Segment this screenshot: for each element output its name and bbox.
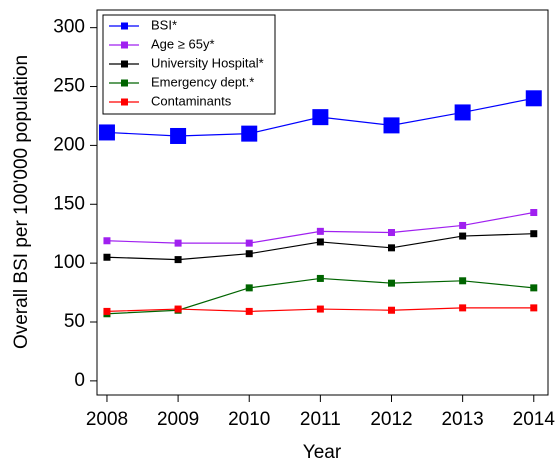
x-tick-label: 2012 [370, 409, 412, 430]
data-point [245, 239, 253, 247]
data-point [103, 253, 111, 261]
data-point [174, 239, 182, 247]
data-point [459, 277, 467, 285]
data-point [388, 306, 396, 314]
plot-frame [96, 9, 549, 396]
data-point [170, 127, 187, 144]
data-point [103, 237, 111, 245]
legend-marker [121, 98, 128, 106]
data-point [316, 274, 324, 282]
x-tick-label: 2010 [228, 409, 270, 430]
series-line [106, 233, 534, 261]
legend-label: Contaminants [151, 93, 232, 108]
x-axis-title: Year [303, 442, 342, 463]
data-point [388, 244, 396, 252]
data-point [525, 90, 542, 107]
legend-marker [121, 41, 128, 49]
data-point [459, 232, 467, 240]
data-point [530, 304, 538, 312]
data-point [103, 307, 111, 315]
data-point [316, 227, 324, 235]
data-point [388, 229, 396, 237]
data-point [530, 230, 538, 238]
data-point [312, 109, 329, 126]
legend-label: Age ≥ 65y* [151, 36, 215, 51]
y-tick-label: 200 [53, 134, 85, 155]
legend-label: BSI* [151, 17, 177, 32]
x-tick-label: 2013 [441, 409, 483, 430]
legend-marker [121, 22, 128, 30]
x-tick-label: 2014 [513, 409, 556, 430]
data-point [174, 256, 182, 264]
y-tick-label: 250 [53, 76, 85, 97]
y-tick-label: 50 [64, 311, 85, 332]
legend-marker [121, 60, 128, 68]
data-point [530, 284, 538, 292]
legend-label: University Hospital* [151, 55, 264, 70]
y-tick-label: 300 [53, 17, 85, 38]
data-point [383, 117, 400, 134]
y-tick-label: 150 [53, 193, 85, 214]
data-point [245, 307, 253, 315]
data-point [241, 125, 258, 142]
data-point [245, 250, 253, 258]
y-axis-title: Overall BSI per 100'000 population [11, 55, 32, 349]
data-point [316, 238, 324, 246]
data-point [459, 221, 467, 229]
data-point [245, 284, 253, 292]
x-tick-label: 2009 [157, 409, 199, 430]
legend-label: Emergency dept.* [151, 74, 254, 89]
y-tick-label: 100 [53, 252, 85, 273]
data-point [388, 279, 396, 287]
data-point [459, 304, 467, 312]
data-point [174, 305, 182, 313]
data-point [454, 104, 471, 121]
x-tick-label: 2008 [86, 409, 128, 430]
data-point [316, 305, 324, 313]
data-point [98, 124, 115, 141]
legend-marker [121, 79, 128, 87]
x-tick-label: 2011 [300, 409, 341, 430]
data-point [530, 209, 538, 217]
y-tick-label: 0 [74, 370, 85, 391]
